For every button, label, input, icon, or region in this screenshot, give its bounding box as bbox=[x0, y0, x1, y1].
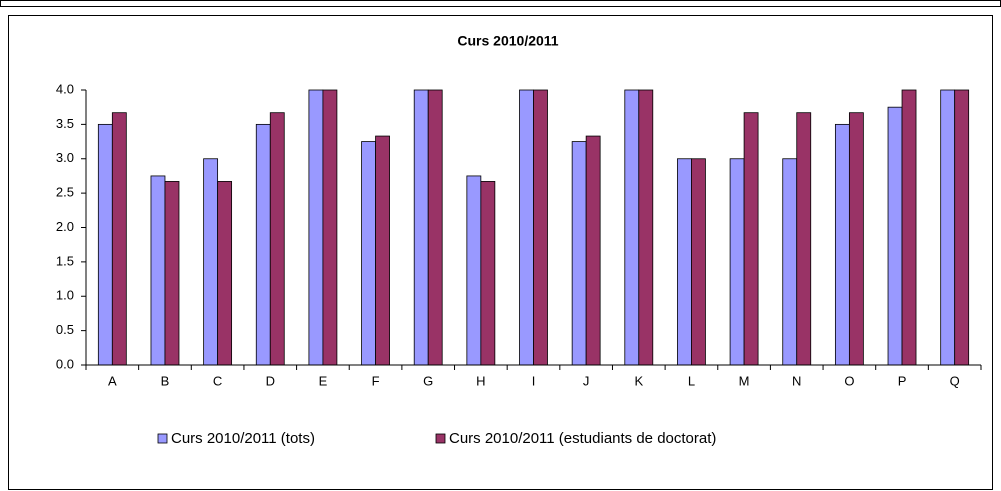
x-tick-label: A bbox=[108, 373, 117, 388]
legend-swatch bbox=[435, 433, 446, 444]
bar bbox=[269, 112, 285, 366]
x-tick-label: N bbox=[792, 373, 801, 388]
y-tick-label: 4.0 bbox=[56, 81, 74, 96]
legend-label: Curs 2010/2011 (estudiants de doctorat) bbox=[449, 430, 716, 447]
x-tick-label: D bbox=[266, 373, 275, 388]
bar bbox=[150, 175, 166, 366]
bar bbox=[164, 181, 180, 366]
bar bbox=[743, 112, 759, 366]
x-tick-label: Q bbox=[950, 373, 960, 388]
x-tick-label: M bbox=[739, 373, 750, 388]
bar bbox=[97, 123, 113, 366]
bar bbox=[111, 112, 127, 366]
bar bbox=[940, 89, 956, 366]
bar bbox=[677, 158, 692, 366]
x-tick-label: C bbox=[213, 373, 222, 388]
bar bbox=[848, 112, 864, 366]
bar bbox=[427, 89, 443, 366]
x-tick-label: O bbox=[844, 373, 854, 388]
bar bbox=[638, 89, 654, 366]
x-tick-label: G bbox=[423, 373, 433, 388]
x-tick-label: E bbox=[319, 373, 328, 388]
x-tick-label: I bbox=[532, 373, 536, 388]
bar bbox=[834, 123, 850, 366]
y-tick-label: 1.0 bbox=[56, 288, 74, 303]
legend-swatch bbox=[157, 433, 168, 444]
bar bbox=[217, 181, 233, 366]
bar bbox=[585, 135, 601, 366]
bar bbox=[308, 89, 324, 366]
bar bbox=[887, 106, 903, 366]
x-tick-label: J bbox=[583, 373, 590, 388]
top-frame bbox=[0, 0, 1001, 7]
bar bbox=[954, 89, 970, 366]
x-tick-label: L bbox=[688, 373, 695, 388]
bar bbox=[322, 89, 338, 366]
legend-label: Curs 2010/2011 (tots) bbox=[171, 430, 315, 447]
bar bbox=[796, 112, 812, 366]
y-tick-label: 2.5 bbox=[56, 185, 74, 200]
y-tick-label: 1.5 bbox=[56, 253, 74, 268]
bar bbox=[901, 89, 917, 366]
x-tick-label: B bbox=[161, 373, 170, 388]
bar bbox=[413, 89, 429, 366]
x-tick-label: K bbox=[634, 373, 643, 388]
bar bbox=[375, 135, 390, 366]
bar bbox=[533, 89, 548, 366]
bar bbox=[203, 158, 219, 366]
bar bbox=[519, 89, 534, 366]
y-tick-label: 3.0 bbox=[56, 150, 74, 165]
y-tick-label: 0.5 bbox=[56, 322, 74, 337]
bar bbox=[782, 158, 798, 366]
chart-title: Curs 2010/2011 bbox=[457, 33, 558, 49]
y-tick-label: 2.0 bbox=[56, 219, 74, 234]
y-tick-label: 0.0 bbox=[56, 356, 74, 371]
bar bbox=[361, 141, 376, 366]
x-tick-label: P bbox=[898, 373, 907, 388]
x-tick-label: F bbox=[372, 373, 380, 388]
bar bbox=[466, 175, 482, 366]
bar bbox=[480, 181, 496, 366]
bar bbox=[571, 141, 587, 366]
y-tick-label: 3.5 bbox=[56, 116, 74, 131]
bar bbox=[255, 123, 271, 366]
bar bbox=[624, 89, 640, 366]
bar bbox=[729, 158, 745, 366]
x-tick-label: H bbox=[476, 373, 485, 388]
bar bbox=[691, 158, 706, 366]
